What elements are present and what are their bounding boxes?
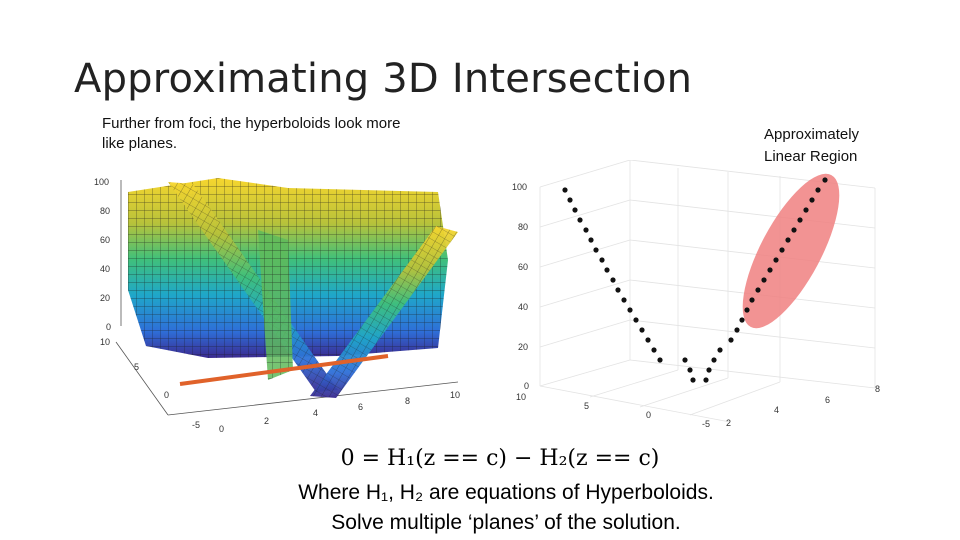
tick-label: -5 xyxy=(192,420,200,430)
tick-label: 80 xyxy=(518,222,528,232)
tick-label: 40 xyxy=(518,302,528,312)
data-point xyxy=(577,217,583,223)
data-point xyxy=(734,327,740,333)
tick-label: 60 xyxy=(518,262,528,272)
left-y-ticks: 10 5 0 -5 xyxy=(100,337,200,430)
data-point xyxy=(809,197,815,203)
tick-label: 10 xyxy=(516,392,526,402)
data-point xyxy=(583,227,589,233)
data-point xyxy=(717,347,723,353)
data-point xyxy=(779,247,785,253)
data-point xyxy=(639,327,645,333)
right-y-ticks: 10 5 0 -5 xyxy=(516,392,710,429)
data-point xyxy=(615,287,621,293)
tick-label: 10 xyxy=(450,390,460,400)
left-surface-plot: 100 80 60 40 20 0 10 5 0 -5 0 2 4 6 8 10 xyxy=(94,177,460,434)
right-caption-line-1: Approximately xyxy=(764,126,860,143)
tick-label: 6 xyxy=(358,402,363,412)
data-point xyxy=(593,247,599,253)
tick-label: 4 xyxy=(774,405,779,415)
right-caption-line-2: Linear Region xyxy=(764,148,858,165)
data-point xyxy=(657,357,663,363)
tick-label: 0 xyxy=(524,381,529,391)
data-point xyxy=(627,307,633,313)
tick-label: 8 xyxy=(405,396,410,406)
linear-region-highlight xyxy=(742,173,840,329)
equation-explanation: Where H₁, H₂ are equations of Hyperboloi… xyxy=(298,481,714,504)
tick-label: 2 xyxy=(264,416,269,426)
tick-label: 20 xyxy=(518,342,528,352)
data-point xyxy=(690,377,696,383)
tick-label: 40 xyxy=(100,264,110,274)
data-point xyxy=(822,177,828,183)
data-point xyxy=(749,297,755,303)
data-point xyxy=(604,267,610,273)
data-point xyxy=(791,227,797,233)
tick-label: 100 xyxy=(512,182,527,192)
hyperboloid-surfaces xyxy=(128,178,458,398)
tick-label: 20 xyxy=(100,293,110,303)
scatter-points xyxy=(562,177,828,383)
tick-label: 0 xyxy=(164,390,169,400)
tick-label: 5 xyxy=(134,362,139,372)
data-point xyxy=(803,207,809,213)
tick-label: 0 xyxy=(646,410,651,420)
tick-label: 80 xyxy=(100,206,110,216)
data-point xyxy=(761,277,767,283)
right-scatter-plot: 100 80 60 40 20 0 10 5 0 -5 2 4 6 8 xyxy=(512,160,880,429)
data-point xyxy=(651,347,657,353)
data-point xyxy=(633,317,639,323)
left-caption: Further from foci, the hyperboloids look… xyxy=(102,115,401,152)
tick-label: 60 xyxy=(100,235,110,245)
solution-note: Solve multiple ‘planes’ of the solution. xyxy=(331,511,681,534)
tick-label: -5 xyxy=(702,419,710,429)
data-point xyxy=(562,187,568,193)
data-point xyxy=(621,297,627,303)
tick-label: 6 xyxy=(825,395,830,405)
tick-label: 0 xyxy=(106,322,111,332)
data-point xyxy=(767,267,773,273)
equation-line: 0 = H₁(z == c) − H₂(z == c) xyxy=(340,446,660,471)
tick-label: 8 xyxy=(875,384,880,394)
left-axes xyxy=(115,180,459,416)
data-point xyxy=(728,337,734,343)
right-z-ticks: 100 80 60 40 20 0 xyxy=(512,182,529,391)
right-grid xyxy=(539,160,876,423)
data-point xyxy=(797,217,803,223)
tick-label: 100 xyxy=(94,177,109,187)
data-point xyxy=(599,257,605,263)
tick-label: 5 xyxy=(584,401,589,411)
left-z-ticks: 100 80 60 40 20 0 xyxy=(94,177,111,332)
data-point xyxy=(785,237,791,243)
data-point xyxy=(706,367,712,373)
data-point xyxy=(687,367,693,373)
right-x-ticks: 2 4 6 8 xyxy=(726,384,880,428)
data-point xyxy=(744,307,750,313)
right-caption: Approximately Linear Region xyxy=(764,124,894,168)
tick-label: 0 xyxy=(219,424,224,434)
data-point xyxy=(739,317,745,323)
data-point xyxy=(703,377,709,383)
data-point xyxy=(588,237,594,243)
slide-title: Approximating 3D Intersection xyxy=(74,56,693,102)
data-point xyxy=(567,197,573,203)
data-point xyxy=(755,287,761,293)
tick-label: 2 xyxy=(726,418,731,428)
data-point xyxy=(610,277,616,283)
data-point xyxy=(645,337,651,343)
tick-label: 4 xyxy=(313,408,318,418)
data-point xyxy=(815,187,821,193)
data-point xyxy=(773,257,779,263)
data-point xyxy=(682,357,688,363)
tick-label: 10 xyxy=(100,337,110,347)
data-point xyxy=(572,207,578,213)
data-point xyxy=(711,357,717,363)
left-x-ticks: 0 2 4 6 8 10 xyxy=(219,390,460,434)
